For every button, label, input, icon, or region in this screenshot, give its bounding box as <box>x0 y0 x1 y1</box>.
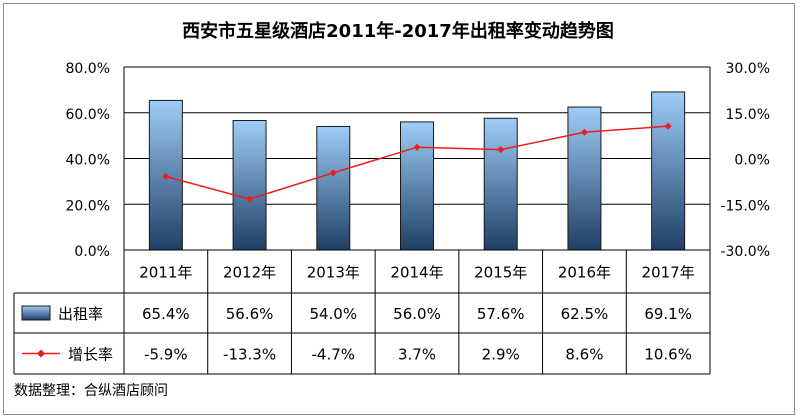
legend-line-marker <box>37 349 45 358</box>
bar-5 <box>483 117 518 251</box>
category-label: 2015年 <box>474 264 527 282</box>
legend-bar-key <box>21 305 51 321</box>
chart-title: 西安市五星级酒店2011年-2017年出租率变动趋势图 <box>182 20 614 42</box>
category-label: 2014年 <box>390 264 443 282</box>
y-left-tick-label: 20.0% <box>66 198 110 214</box>
y-left-tick-label: 0.0% <box>74 244 110 260</box>
bar-value-label: 62.5% <box>561 305 609 323</box>
growth-point-6 <box>580 128 588 136</box>
category-label: 2016年 <box>558 264 611 282</box>
growth-point-7 <box>664 122 672 130</box>
category-label: 2017年 <box>642 264 695 282</box>
growth-value-label: -13.3% <box>223 346 276 364</box>
source-note: 数据整理：合纵酒店顾问 <box>14 383 168 399</box>
growth-point-5 <box>497 146 505 154</box>
growth-point-1 <box>162 172 170 180</box>
bar-3 <box>316 125 351 251</box>
growth-point-3 <box>329 169 337 177</box>
bar-4 <box>400 121 434 251</box>
bar-2 <box>232 120 267 251</box>
growth-value-label: 10.6% <box>644 346 692 364</box>
bar-6 <box>567 106 602 251</box>
y-right-tick-label: -30.0% <box>720 244 770 260</box>
y-left-tick-label: 80.0% <box>66 61 110 77</box>
y-left-tick-label: 40.0% <box>66 153 110 169</box>
y-right-tick-label: 30.0% <box>726 61 770 77</box>
bar-value-label: 56.0% <box>393 305 441 323</box>
bar-value-label: 65.4% <box>142 305 190 323</box>
y-left-tick-label: 60.0% <box>66 107 110 123</box>
growth-value-label: 8.6% <box>565 346 603 364</box>
growth-value-label: 2.9% <box>482 346 520 364</box>
y-right-tick-label: 15.0% <box>726 107 770 123</box>
bar-value-label: 57.6% <box>477 305 525 323</box>
bar-value-label: 54.0% <box>309 305 357 323</box>
growth-value-label: -5.9% <box>144 346 188 364</box>
growth-point-4 <box>413 143 421 151</box>
bar-7 <box>651 91 686 251</box>
y-right-tick-label: -15.0% <box>720 198 770 214</box>
y-right-tick-label: 0.0% <box>734 153 770 169</box>
legend-bar-label: 出租率 <box>58 305 103 323</box>
category-label: 2011年 <box>139 264 192 282</box>
growth-value-label: 3.7% <box>398 346 436 364</box>
category-label: 2012年 <box>223 264 276 282</box>
growth-point-2 <box>246 195 254 203</box>
bar-value-label: 56.6% <box>226 305 274 323</box>
growth-value-label: -4.7% <box>312 346 356 364</box>
legend-line-label: 增长率 <box>68 346 113 364</box>
bar-value-label: 69.1% <box>644 305 692 323</box>
category-label: 2013年 <box>307 264 360 282</box>
